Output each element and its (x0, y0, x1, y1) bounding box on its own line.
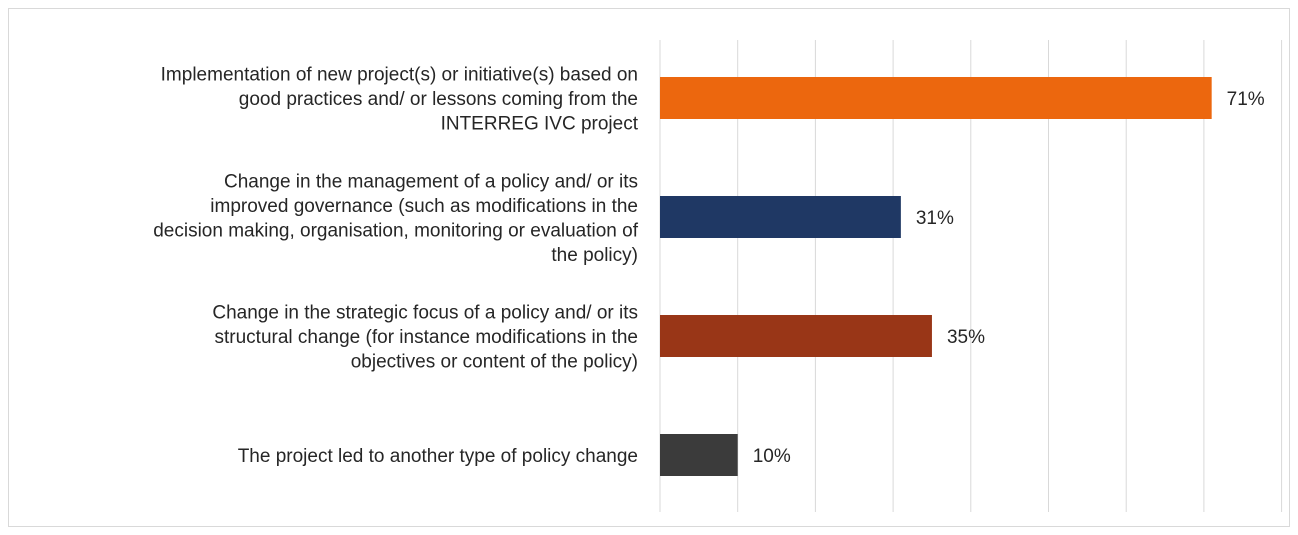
bar-3 (660, 315, 932, 357)
category-label-line: improved governance (such as modificatio… (210, 196, 638, 217)
category-label-4: The project led to another type of polic… (238, 446, 638, 467)
category-label-line: Change in the strategic focus of a polic… (212, 303, 638, 324)
category-label-line: Change in the management of a policy and… (224, 171, 638, 192)
category-label-line: The project led to another type of polic… (238, 446, 638, 467)
data-label-2: 31% (916, 208, 954, 229)
bar-2 (660, 196, 901, 238)
category-label-3: Change in the strategic focus of a polic… (212, 303, 638, 373)
category-label-line: INTERREG IVC project (441, 114, 639, 135)
data-label-4: 10% (753, 446, 791, 467)
category-label-line: structural change (for instance modifica… (215, 327, 639, 348)
category-labels: Implementation of new project(s) or init… (153, 65, 638, 468)
category-label-line: decision making, organisation, monitorin… (153, 220, 638, 241)
category-label-line: the policy) (551, 245, 638, 266)
bars (660, 77, 1212, 476)
category-label-line: good practices and/ or lessons coming fr… (239, 89, 638, 110)
bar-1 (660, 77, 1212, 119)
category-label-2: Change in the management of a policy and… (153, 171, 638, 266)
category-label-1: Implementation of new project(s) or init… (161, 65, 639, 135)
data-label-1: 71% (1227, 89, 1265, 110)
category-label-line: objectives or content of the policy) (351, 352, 638, 373)
bar-4 (660, 434, 738, 476)
data-labels: 71% 31% 35% 10% (753, 89, 1265, 467)
data-label-3: 35% (947, 327, 985, 348)
category-label-line: Implementation of new project(s) or init… (161, 65, 638, 86)
